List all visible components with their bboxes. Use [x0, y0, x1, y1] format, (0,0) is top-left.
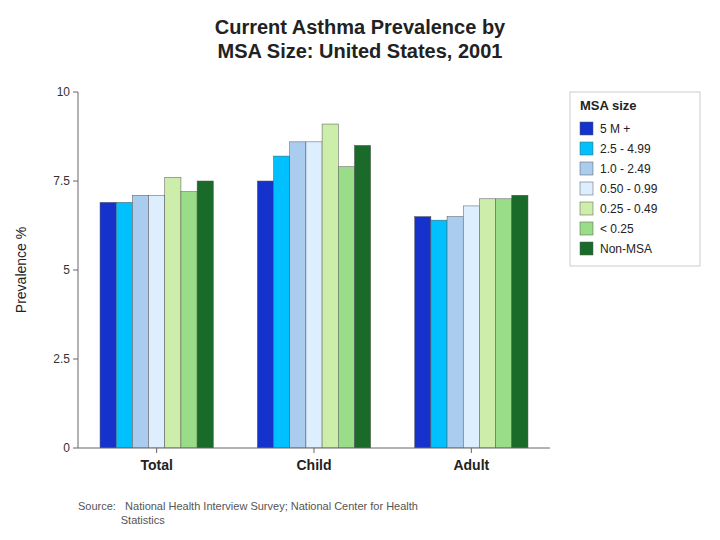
bar [116, 202, 132, 448]
bar [257, 181, 273, 448]
bar [197, 181, 213, 448]
bar [496, 199, 512, 448]
legend-label: Non-MSA [600, 242, 652, 256]
y-tick-label: 7.5 [53, 174, 70, 188]
y-tick [73, 448, 78, 449]
legend-swatch [580, 182, 593, 195]
legend-swatch [580, 162, 593, 175]
legend-swatch [580, 222, 593, 235]
bar [354, 145, 370, 448]
y-tick-label: 10 [57, 85, 71, 99]
y-tick-label: 0 [63, 441, 70, 455]
x-tick [314, 448, 315, 453]
x-tick-label: Total [140, 457, 172, 473]
bar [338, 167, 354, 448]
legend-label: 1.0 - 2.49 [600, 162, 651, 176]
x-tick-label: Child [297, 457, 332, 473]
source: Source: National Health Interview Survey… [78, 500, 418, 526]
x-tick [471, 448, 472, 453]
legend-label: < 0.25 [600, 222, 634, 236]
legend: MSA size 5 M + 2.5 - 4.99 1.0 - 2.49 0.50 - … [570, 92, 700, 266]
y-tick [73, 359, 78, 360]
bar [322, 124, 338, 448]
bar [415, 217, 431, 448]
legend-swatch [580, 142, 593, 155]
bar [306, 142, 322, 448]
chart: Current Asthma Prevalence byMSA Size: Un… [0, 0, 720, 540]
legend-label: 0.50 - 0.99 [600, 182, 658, 196]
legend-label: 5 M + [600, 122, 630, 136]
bar [100, 202, 116, 448]
bar [274, 156, 290, 448]
bar [132, 195, 148, 448]
x-tick [156, 448, 157, 453]
y-tick-label: 2.5 [53, 352, 70, 366]
y-tick [73, 181, 78, 182]
x-tick-label: Adult [453, 457, 489, 473]
bar [165, 177, 181, 448]
legend-label: 2.5 - 4.99 [600, 142, 651, 156]
legend-swatch [580, 202, 593, 215]
bar [463, 206, 479, 448]
bar [290, 142, 306, 448]
bar [512, 195, 528, 448]
legend-title: MSA size [580, 98, 637, 113]
title: Current Asthma Prevalence byMSA Size: Un… [215, 16, 506, 62]
y-tick [73, 270, 78, 271]
bar [181, 192, 197, 448]
y-tick-label: 5 [63, 263, 70, 277]
bar [479, 199, 495, 448]
y-tick [73, 92, 78, 93]
legend-swatch [580, 242, 593, 255]
legend-frame [570, 92, 700, 266]
bar [149, 195, 165, 448]
bar [431, 220, 447, 448]
legend-label: 0.25 - 0.49 [600, 202, 658, 216]
bars [100, 124, 528, 448]
y-axis-label: Prevalence % [13, 227, 29, 313]
legend-swatch [580, 122, 593, 135]
bar [447, 217, 463, 448]
